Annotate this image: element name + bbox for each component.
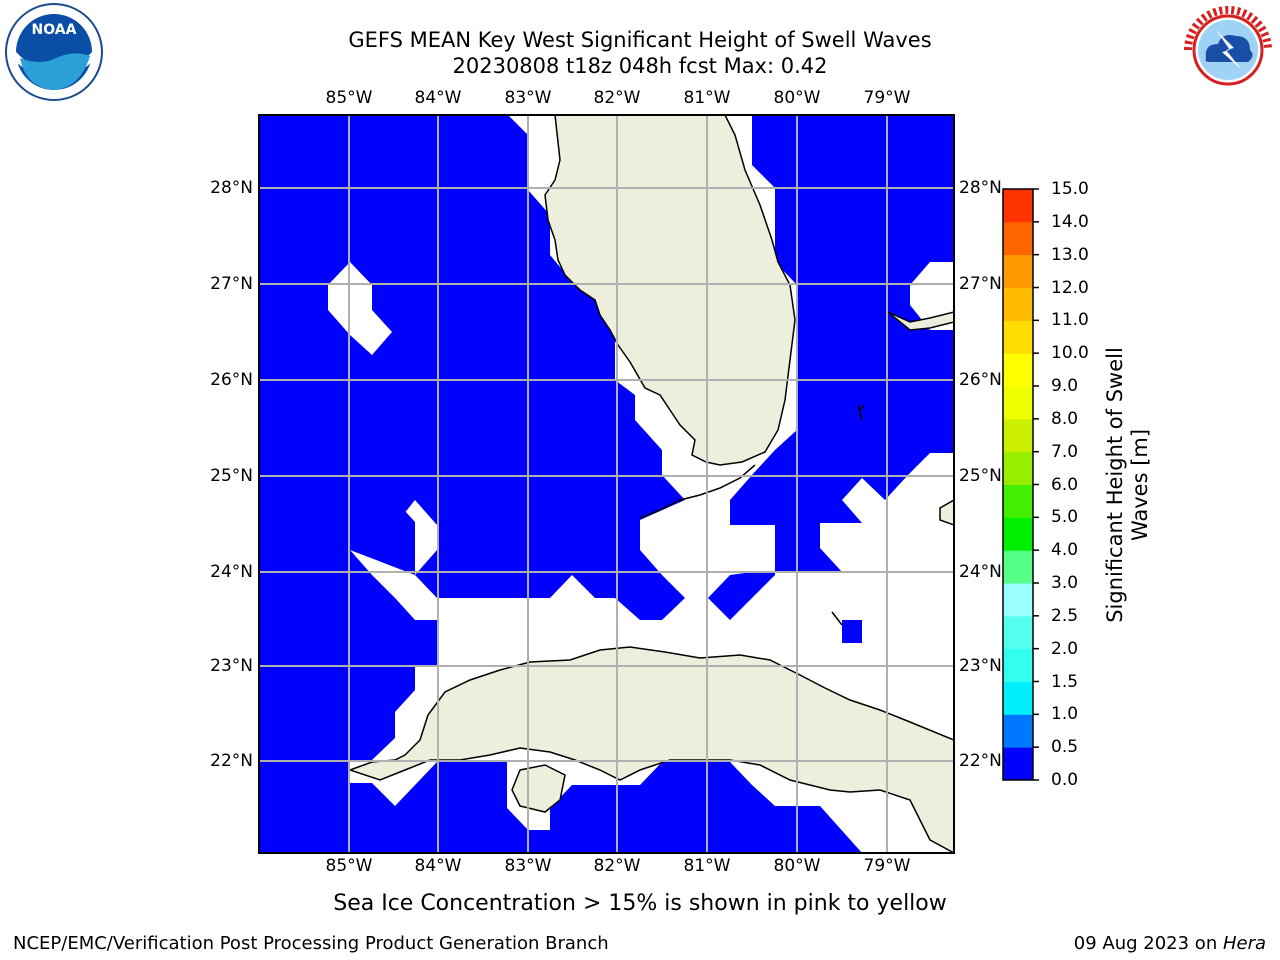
colorbar-label: 15.0	[1051, 179, 1089, 199]
map-subtitle: 20230808 t18z 048h fcst Max: 0.42	[452, 54, 828, 78]
colorbar-label: 9.0	[1051, 376, 1079, 396]
lat-tick-right: 28°N	[959, 178, 1002, 198]
colorbar-title-line2: Waves [m]	[1128, 428, 1152, 542]
colorbar-band	[1003, 451, 1033, 485]
lat-tick-right: 23°N	[959, 656, 1002, 676]
noaa-logo: NOAA	[5, 3, 103, 101]
colorbar-title-line1: Significant Height of Swell	[1103, 347, 1127, 623]
lat-tick-left: 25°N	[210, 466, 253, 486]
noaa-logo-text: NOAA	[32, 22, 77, 38]
colorbar-band	[1003, 386, 1033, 420]
lat-tick-left: 23°N	[210, 656, 253, 676]
colorbar-band	[1003, 714, 1033, 748]
lon-tick-bot: 82°W	[593, 856, 641, 876]
lon-tick-top: 82°W	[593, 88, 641, 108]
cuba-land	[347, 646, 954, 853]
colorbar-band	[1003, 287, 1033, 321]
colorbar-label: 3.0	[1051, 573, 1079, 593]
lon-tick-bot: 79°W	[863, 856, 911, 876]
colorbar-band	[1003, 583, 1033, 617]
colorbar-band	[1003, 550, 1033, 584]
lon-tick-top: 85°W	[325, 88, 373, 108]
colorbar-label: 6.0	[1051, 474, 1079, 495]
lon-tick-bot: 83°W	[504, 856, 552, 876]
colorbar-label: 8.0	[1051, 408, 1079, 429]
colorbar-band	[1003, 747, 1033, 781]
lon-tick-bot: 80°W	[773, 856, 821, 876]
lon-tick-bot: 85°W	[325, 856, 373, 876]
lon-tick-bot: 84°W	[414, 856, 462, 876]
colorbar-label: 1.5	[1051, 671, 1079, 692]
lat-tick-left: 26°N	[210, 370, 253, 390]
lat-tick-left: 24°N	[210, 562, 253, 582]
colorbar-band	[1003, 418, 1033, 453]
colorbar-band	[1003, 615, 1033, 650]
graticule	[259, 115, 954, 853]
colorbar-label: 12.0	[1051, 277, 1089, 298]
lat-tick-left: 22°N	[210, 751, 253, 771]
colorbar-band	[1003, 484, 1033, 518]
run-date: 09 Aug 2023 on Hera	[1074, 933, 1266, 954]
colorbar-band	[1003, 517, 1033, 551]
sea-ice-note: Sea Ice Concentration > 15% is shown in …	[333, 891, 947, 916]
colorbar-label: 5.0	[1051, 507, 1079, 528]
colorbar-label: 7.0	[1051, 441, 1079, 462]
florida-land	[544, 115, 796, 466]
lat-tick-left: 27°N	[210, 274, 253, 294]
lon-tick-bot: 81°W	[683, 856, 731, 876]
colorbar-band	[1003, 648, 1033, 682]
colorbar-label: 4.0	[1051, 540, 1079, 561]
lat-tick-left: 28°N	[210, 178, 253, 198]
colorbar-title: Significant Height of Swell Waves [m]	[1103, 347, 1153, 623]
date-text: 09 Aug 2023 on	[1073, 933, 1223, 954]
credit-text: NCEP/EMC/Verification Post Processing Pr…	[13, 933, 609, 954]
colorbar-band	[1003, 320, 1033, 354]
colorbar-band	[1003, 681, 1033, 715]
colorbar-label: 2.5	[1051, 605, 1079, 626]
colorbar-label: 11.0	[1051, 310, 1089, 331]
lat-tick-right: 26°N	[959, 370, 1002, 390]
lat-tick-right: 22°N	[959, 751, 1002, 771]
map-title: GEFS MEAN Key West Significant Height of…	[348, 28, 932, 52]
lon-tick-top: 83°W	[504, 88, 552, 108]
lat-tick-right: 27°N	[959, 274, 1002, 294]
colorbar-band	[1003, 221, 1033, 256]
colorbar-label: 10.0	[1051, 343, 1089, 364]
lat-tick-right: 25°N	[959, 466, 1002, 486]
colorbar-label: 14.0	[1051, 211, 1089, 232]
swell-field	[259, 115, 862, 853]
lon-tick-top: 84°W	[414, 88, 462, 108]
colorbar-label: 2.0	[1051, 638, 1079, 659]
colorbar-band	[1003, 254, 1033, 288]
lat-tick-right: 24°N	[959, 562, 1002, 582]
lon-tick-top: 79°W	[863, 88, 911, 108]
map-frame	[258, 114, 955, 854]
nws-logo	[1182, 4, 1274, 96]
colorbar-label: 0.5	[1051, 737, 1079, 758]
lon-tick-top: 80°W	[773, 88, 821, 108]
colorbar-band	[1003, 189, 1033, 223]
colorbar-label: 13.0	[1051, 244, 1089, 265]
colorbar-band	[1003, 353, 1033, 387]
machine-name: Hera	[1222, 933, 1266, 954]
colorbar-label: 0.0	[1051, 770, 1079, 790]
colorbar-label: 1.0	[1051, 704, 1079, 725]
lon-tick-top: 81°W	[683, 88, 731, 108]
